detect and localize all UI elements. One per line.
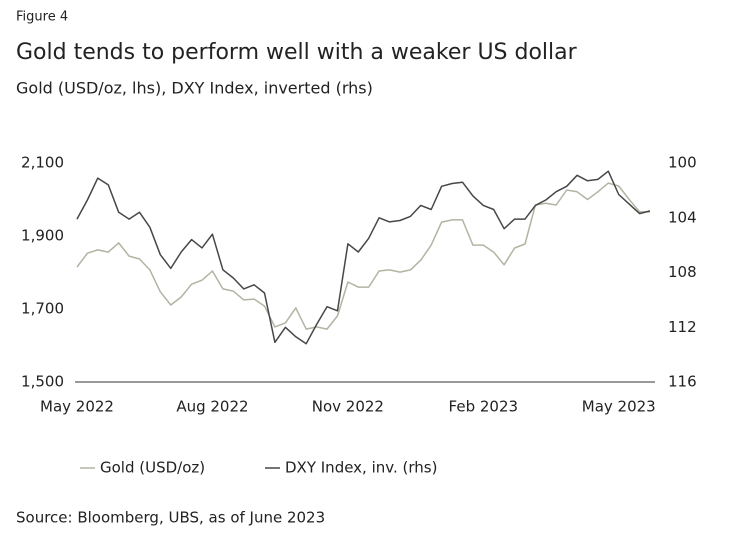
y2-tick-label: 108: [668, 263, 697, 281]
y2-tick-label: 116: [668, 373, 697, 391]
x-tick-label: May 2022: [40, 398, 114, 416]
x-tick-label: May 2023: [582, 398, 656, 416]
x-tick-label: Nov 2022: [312, 398, 384, 416]
y2-tick-label: 112: [668, 318, 697, 336]
figure-label: Figure 4: [16, 10, 68, 25]
legend-label: Gold (USD/oz): [100, 459, 205, 477]
chart-subtitle: Gold (USD/oz, lhs), DXY Index, inverted …: [16, 79, 373, 98]
y-tick-label: 1,900: [21, 227, 64, 245]
y2-tick-label: 100: [668, 154, 697, 172]
y-tick-label: 1,700: [21, 300, 64, 318]
y2-tick-label: 104: [668, 208, 697, 226]
y-tick-label: 2,100: [21, 154, 64, 172]
series-line: [76, 170, 651, 345]
source-note: Source: Bloomberg, UBS, as of June 2023: [16, 509, 325, 527]
x-tick-label: Aug 2022: [176, 398, 248, 416]
chart-title: Gold tends to perform well with a weaker…: [16, 40, 578, 65]
x-tick-label: Feb 2023: [449, 398, 519, 416]
legend-label: DXY Index, inv. (rhs): [285, 459, 437, 477]
series-line: [76, 182, 650, 330]
y-tick-label: 1,500: [21, 373, 64, 391]
